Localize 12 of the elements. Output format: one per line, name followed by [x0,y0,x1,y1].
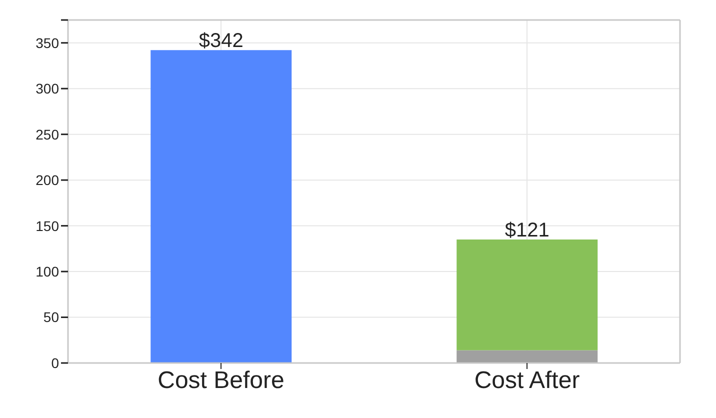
y-tick-label: 150 [36,218,60,234]
data-label: $342 [198,30,244,52]
y-tick-label: 200 [36,172,60,188]
y-tick-label: 250 [36,126,60,142]
x-tick-label: Cost After [474,367,580,394]
x-tick-label: Cost Before [158,367,284,394]
data-label: $121 [504,220,550,242]
y-tick-label: 100 [36,264,60,280]
y-tick-label: 350 [36,34,60,51]
y-tick-label: 300 [36,80,60,97]
y-tick-label: 50 [43,309,60,326]
y-tick-label: 0 [51,354,60,371]
